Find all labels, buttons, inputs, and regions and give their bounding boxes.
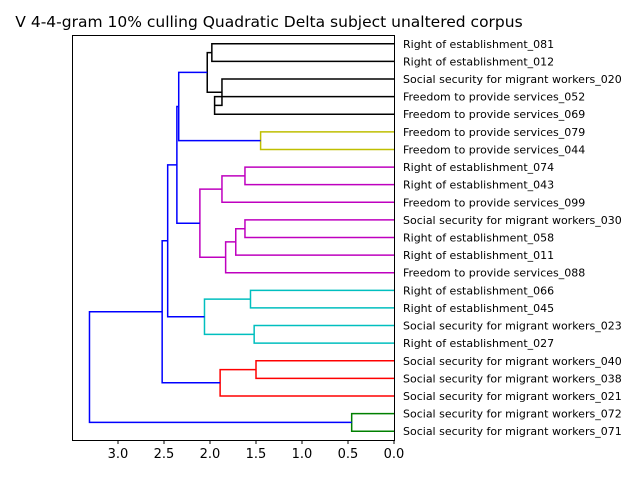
x-axis: 3.0 2.5 2.0 1.5 1.0 0.5 0.0 bbox=[108, 440, 405, 462]
leaf-label: Social security for migrant workers_023 bbox=[403, 320, 622, 333]
dendrogram-link-1 bbox=[213, 95, 394, 115]
dendrogram-link-2 bbox=[214, 78, 394, 107]
leaf-label: Social security for migrant workers_071 bbox=[403, 425, 622, 438]
x-tick-label: 2.0 bbox=[200, 447, 221, 462]
leaf-label: Right of establishment_012 bbox=[403, 55, 554, 68]
dendrogram-link-3 bbox=[206, 51, 222, 93]
x-tick-label: 1.5 bbox=[246, 447, 267, 462]
x-tick-label: 0.5 bbox=[338, 447, 359, 462]
plot-frame bbox=[72, 35, 395, 441]
leaf-label: Right of establishment_058 bbox=[403, 232, 554, 245]
leaf-label: Freedom to provide services_044 bbox=[403, 143, 585, 156]
leaf-label: Right of establishment_074 bbox=[403, 161, 554, 174]
leaf-label: Right of establishment_066 bbox=[403, 284, 554, 297]
dendrogram-link-14 bbox=[253, 324, 394, 344]
x-tick-label: 1.0 bbox=[292, 447, 313, 462]
dendrogram-link-13 bbox=[249, 289, 394, 309]
dendrogram-link-7 bbox=[221, 175, 394, 204]
dendrogram-link-20 bbox=[350, 412, 394, 432]
dendrogram-link-17 bbox=[255, 360, 394, 380]
dendrogram-link-18 bbox=[219, 368, 394, 397]
dendrogram-link-16 bbox=[166, 164, 205, 318]
leaf-label: Freedom to provide services_088 bbox=[403, 267, 585, 280]
dendrogram-link-4 bbox=[259, 131, 394, 151]
leaf-label: Freedom to provide services_079 bbox=[403, 126, 585, 139]
x-tick-label: 0.0 bbox=[384, 447, 405, 462]
dendrogram-link-21 bbox=[88, 311, 352, 424]
leaf-label: Social security for migrant workers_020 bbox=[403, 73, 622, 86]
leaf-label: Right of establishment_081 bbox=[403, 38, 554, 51]
leaf-label: Right of establishment_043 bbox=[403, 179, 554, 192]
dendrogram-link-10 bbox=[224, 241, 394, 274]
leaf-label: Right of establishment_027 bbox=[403, 337, 554, 350]
dendrogram-link-15 bbox=[203, 298, 255, 336]
leaf-label: Right of establishment_045 bbox=[403, 302, 554, 315]
chart-title: V 4-4-gram 10% culling Quadratic Delta s… bbox=[15, 13, 522, 31]
dendrogram-link-12 bbox=[176, 105, 200, 224]
dendrogram-link-0 bbox=[211, 43, 394, 63]
leaf-label: Social security for migrant workers_072 bbox=[403, 408, 622, 421]
leaf-label: Freedom to provide services_069 bbox=[403, 108, 585, 121]
leaf-label: Social security for migrant workers_021 bbox=[403, 390, 622, 403]
dendrogram-link-8 bbox=[244, 219, 394, 239]
leaf-label: Freedom to provide services_052 bbox=[403, 91, 585, 104]
dendrogram-link-19 bbox=[161, 240, 221, 384]
dendrogram-link-9 bbox=[235, 227, 394, 256]
leaf-label: Social security for migrant workers_030 bbox=[403, 214, 622, 227]
leaf-label: Right of establishment_011 bbox=[403, 249, 554, 262]
x-tick-label: 2.5 bbox=[154, 447, 175, 462]
leaf-labels: Right of establishment_081 Right of estab… bbox=[403, 38, 622, 438]
x-tick-label: 3.0 bbox=[108, 447, 129, 462]
dendrogram-links bbox=[88, 43, 394, 432]
leaf-label: Social security for migrant workers_038 bbox=[403, 372, 622, 385]
leaf-label: Social security for migrant workers_040 bbox=[403, 355, 622, 368]
dendrogram-link-5 bbox=[177, 71, 261, 142]
dendrogram-link-6 bbox=[244, 166, 394, 186]
leaf-label: Freedom to provide services_099 bbox=[403, 196, 585, 209]
